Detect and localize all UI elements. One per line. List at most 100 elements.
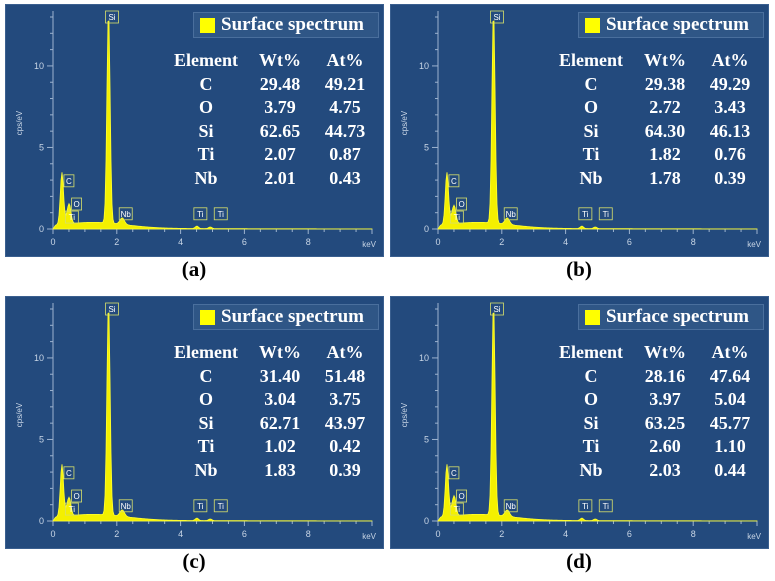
cell-wt: 3.79 [264,97,296,117]
cell-element: O [583,389,598,409]
x-axis-label: keV [362,240,376,249]
peak-label: Ti [603,502,610,511]
cell-wt: 1.78 [649,167,681,188]
x-tick-label: 0 [50,237,55,247]
caption-d: (d) [566,549,592,573]
header-at: At% [326,50,364,70]
peak-label: Nb [506,210,517,219]
cell-at: 46.13 [709,120,751,141]
spectrum-panel-d: 0 2 4 6 8 0 5 10 keV cps/eV C O Ti Si Nb Ti Ti Surface s… [390,296,769,549]
table-row: C 29.48 49.21 [166,73,376,97]
x-tick-label: 8 [691,529,696,539]
peak-label-box [503,207,518,221]
y-axis-label: cps/eV [400,110,409,135]
peak-label-box [213,499,228,513]
table-header-row: Element Wt% At% [166,341,376,365]
composition-table: Element Wt% At% C 31.40 51.48 O 3.04 3.7… [166,341,376,482]
cell-element: O [198,389,213,409]
spectrum-series [52,312,373,522]
peak-label-box [456,197,467,211]
y-tick-label: 5 [39,142,44,152]
x-tick-label: 2 [114,529,119,539]
composition-table: Element Wt% At% C 29.48 49.21 O 3.79 4.7… [166,49,376,190]
y-tick-label: 10 [34,353,44,363]
composition-table: Element Wt% At% C 29.38 49.29 O 2.72 3.4… [551,49,761,190]
x-tick-label: 2 [499,529,504,539]
peak-label: Ti [69,505,76,514]
cell-element: O [583,97,598,117]
peak-label-box [64,502,79,516]
peak-label-box [449,502,464,516]
peak-label-box [578,207,593,221]
header-at: At% [711,342,749,362]
cell-at: 43.97 [324,412,366,433]
table-row: Si 62.71 43.97 [166,412,376,436]
cell-at: 3.75 [329,389,361,409]
peak-label: Ti [197,502,204,511]
peak-label: Ti [218,502,225,511]
cell-element: C [199,365,213,386]
peak-label: C [451,469,457,478]
table-row: O 3.97 5.04 [551,388,761,412]
peak-label-box [105,10,119,24]
peak-label-box [63,466,75,480]
legend-swatch [585,309,600,325]
cell-element: Si [198,120,214,141]
table-row: Ti 2.60 1.10 [551,435,761,459]
x-axis-label: keV [747,240,761,249]
cell-at: 49.29 [709,73,751,94]
cell-wt: 1.82 [649,144,681,164]
cell-at: 51.48 [324,365,366,386]
x-tick-label: 0 [435,237,440,247]
cell-at: 0.42 [329,436,361,456]
peak-label-box [456,489,467,503]
header-wt: Wt% [644,50,686,70]
header-at: At% [711,50,749,70]
x-tick-label: 4 [563,237,568,247]
legend-label: Surface spectrum [221,306,364,327]
cell-wt: 29.48 [259,73,301,94]
peak-label-box [71,197,82,211]
peak-label-box [63,174,75,188]
y-tick-label: 0 [424,224,429,234]
x-tick-label: 2 [499,237,504,247]
peak-label-box [503,499,518,513]
peak-label: O [73,492,79,501]
cell-element: Ti [582,144,600,164]
cell-wt: 2.03 [649,459,681,480]
peak-label: Ti [582,502,589,511]
table-row: Si 63.25 45.77 [551,412,761,436]
cell-wt: 62.65 [259,120,301,141]
cell-element: Nb [579,459,603,480]
peak-label-box [578,499,593,513]
table-row: Nb 1.78 0.39 [551,167,761,191]
x-axis-label: keV [747,532,761,541]
cell-at: 49.21 [324,73,366,94]
spectrum-series [437,312,758,522]
peak-label: Si [108,13,115,22]
legend: Surface spectrum [578,304,764,330]
table-row: O 3.04 3.75 [166,388,376,412]
spectrum-panel-a: 0 2 4 6 8 0 5 10 keV cps/eV C O Ti Si Nb Ti Ti Surface s… [5,4,384,257]
cell-at: 0.39 [329,459,361,480]
cell-at: 47.64 [709,365,751,386]
table-row: Si 64.30 46.13 [551,120,761,144]
peak-label-box [118,499,133,513]
x-tick-label: 0 [50,529,55,539]
cell-at: 0.43 [329,167,361,188]
cell-element: O [198,97,213,117]
cell-at: 0.87 [329,144,361,164]
legend: Surface spectrum [578,12,764,38]
peak-label-box [193,499,208,513]
peak-label: Ti [603,210,610,219]
table-row: O 3.79 4.75 [166,96,376,120]
legend: Surface spectrum [193,304,379,330]
cell-wt: 1.02 [264,436,296,456]
cell-element: C [584,73,598,94]
header-element: Element [174,50,238,70]
peak-label: Ti [454,505,461,514]
x-axis-label: keV [362,532,376,541]
x-tick-label: 4 [178,529,183,539]
